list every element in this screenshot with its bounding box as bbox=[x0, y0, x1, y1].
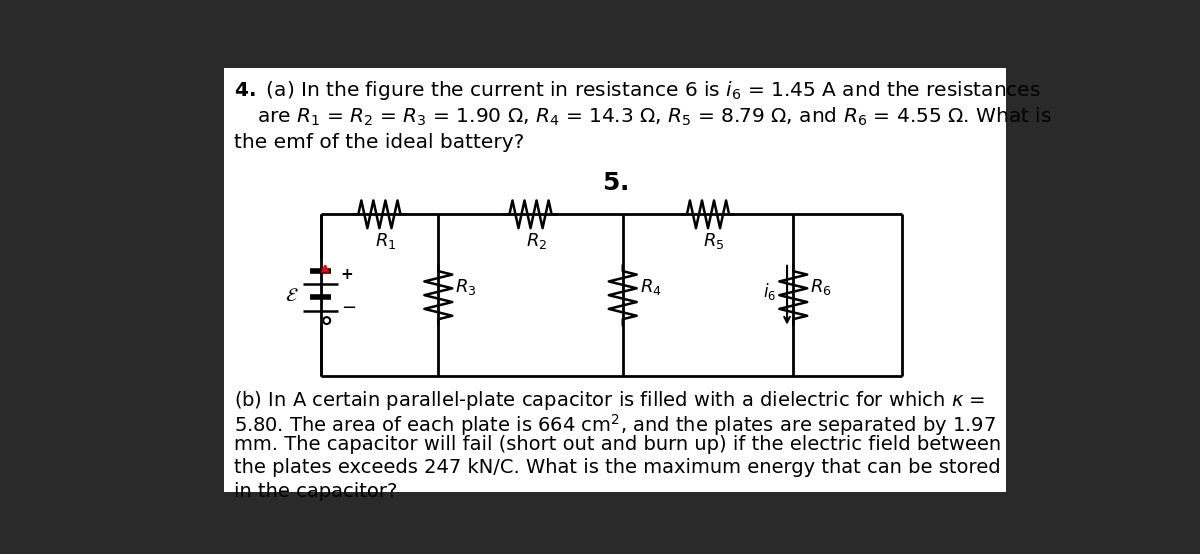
Text: the plates exceeds 247 kN/C. What is the maximum energy that can be stored: the plates exceeds 247 kN/C. What is the… bbox=[234, 458, 1001, 478]
Text: +: + bbox=[341, 267, 353, 282]
Text: $R_4$: $R_4$ bbox=[640, 278, 661, 297]
Text: in the capacitor?: in the capacitor? bbox=[234, 481, 397, 500]
Text: $\mathbf{4.}$ (a) In the figure the current in resistance 6 is $i_6$ = 1.45 A an: $\mathbf{4.}$ (a) In the figure the curr… bbox=[234, 79, 1040, 102]
Text: $R_6$: $R_6$ bbox=[810, 278, 832, 297]
Text: −: − bbox=[341, 299, 355, 317]
Text: $\mathcal{E}$: $\mathcal{E}$ bbox=[286, 286, 299, 305]
Text: mm. The capacitor will fail (short out and burn up) if the electric field betwee: mm. The capacitor will fail (short out a… bbox=[234, 435, 1001, 454]
Text: $\mathbf{5.}$: $\mathbf{5.}$ bbox=[602, 171, 628, 195]
Text: $R_3$: $R_3$ bbox=[455, 278, 476, 297]
Text: are $R_1$ = $R_2$ = $R_3$ = 1.90 $\Omega$, $R_4$ = 14.3 $\Omega$, $R_5$ = 8.79 $: are $R_1$ = $R_2$ = $R_3$ = 1.90 $\Omega… bbox=[257, 106, 1052, 128]
Text: $R_5$: $R_5$ bbox=[703, 231, 725, 252]
Text: $R_2$: $R_2$ bbox=[526, 231, 547, 252]
Bar bbox=[223, 68, 1007, 491]
Text: (b) In A certain parallel-plate capacitor is filled with a dielectric for which : (b) In A certain parallel-plate capacito… bbox=[234, 389, 985, 412]
Text: 5.80. The area of each plate is 664 cm$^2$, and the plates are separated by 1.97: 5.80. The area of each plate is 664 cm$^… bbox=[234, 412, 996, 438]
Circle shape bbox=[323, 317, 330, 324]
Text: the emf of the ideal battery?: the emf of the ideal battery? bbox=[234, 133, 524, 152]
Text: $R_1$: $R_1$ bbox=[374, 231, 396, 252]
Text: $i_6$: $i_6$ bbox=[763, 281, 776, 302]
